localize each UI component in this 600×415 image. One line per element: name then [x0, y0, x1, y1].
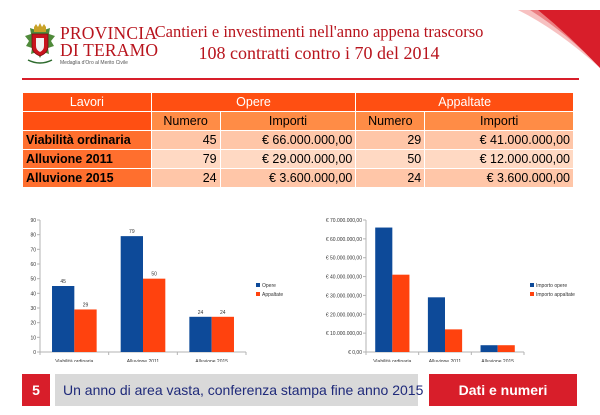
- data-label: 79: [129, 229, 135, 235]
- bar: [427, 297, 445, 352]
- opere-numero: 79: [150, 149, 221, 169]
- y-tick-label: 0: [33, 350, 36, 356]
- appaltate-numero: 29: [355, 130, 426, 150]
- table-header-row: Lavori Opere Appaltate: [22, 92, 574, 112]
- y-tick-label: € 30.000.000,00: [326, 293, 362, 299]
- table-row: Viabilità ordinaria 45 € 66.000.000,00 2…: [22, 130, 574, 150]
- y-tick-label: 60: [30, 262, 36, 268]
- header-divider: [22, 78, 579, 80]
- contracts-amount-chart: € 0,00 € 10.000.000,00 € 20.000.000,00 € 30…: [326, 218, 575, 362]
- logo-line-2: DI TERAMO: [60, 40, 159, 60]
- header-lavori: Lavori: [22, 92, 152, 112]
- corner-decoration: [518, 10, 600, 68]
- opere-importo: € 29.000.000,00: [219, 149, 357, 169]
- page-subtitle: 108 contratti contro i 70 del 2014: [198, 43, 440, 63]
- y-tick-label: € 0,00: [348, 350, 362, 356]
- data-label: 50: [151, 272, 157, 278]
- page-title: Cantieri e investimenti nell'anno appena…: [154, 22, 484, 41]
- legend-label: Importo opere: [536, 283, 567, 289]
- legend-label: Appaltate: [262, 292, 283, 298]
- x-tick-label: Alluvione 2015: [481, 359, 514, 362]
- legend-swatch: [530, 292, 534, 296]
- bar: [120, 236, 143, 352]
- y-tick-label: € 20.000.000,00: [326, 312, 362, 318]
- bar: [189, 316, 212, 352]
- appaltate-importo: € 3.600.000,00: [424, 168, 574, 188]
- y-tick-label: 10: [30, 335, 36, 341]
- coat-of-arms-icon: [25, 23, 55, 64]
- table-subheader-row: Numero Importi Numero Importi: [22, 111, 574, 131]
- legend-swatch: [256, 292, 260, 296]
- y-tick-label: € 50.000.000,00: [326, 256, 362, 262]
- bar: [143, 278, 166, 352]
- x-tick-label: Viabilità ordinaria: [55, 359, 93, 362]
- subheader-numero-opere: Numero: [150, 111, 221, 131]
- subheader-numero-appaltate: Numero: [355, 111, 426, 131]
- logo-motto: Medaglia d'Oro al Merito Civile: [60, 60, 128, 66]
- y-tick-label: 30: [30, 306, 36, 312]
- appaltate-importo: € 41.000.000,00: [424, 130, 574, 150]
- opere-numero: 45: [150, 130, 221, 150]
- bar: [392, 274, 410, 352]
- contracts-table: Lavori Opere Appaltate Numero Importi Nu…: [22, 92, 574, 188]
- header-appaltate: Appaltate: [355, 92, 574, 112]
- section-badge: Dati e numeri: [429, 374, 577, 406]
- y-tick-label: € 10.000.000,00: [326, 331, 362, 337]
- subheader-importi-opere: Importi: [219, 111, 357, 131]
- row-label: Viabilità ordinaria: [22, 130, 152, 150]
- logo-line-1: PROVINCIA: [60, 23, 158, 43]
- y-tick-label: 20: [30, 321, 36, 327]
- data-label: 45: [60, 279, 66, 285]
- y-tick-label: 80: [30, 233, 36, 239]
- legend-label: Importo appaltate: [536, 292, 575, 298]
- x-tick-label: Viabilità ordinaria: [373, 359, 411, 362]
- subheader-empty: [22, 111, 152, 131]
- x-tick-label: Alluvione 2011: [127, 359, 160, 362]
- contracts-count-chart: 0 10 20 30 40 50 60 70 80 90 45 29 Viabilità ordinar…: [30, 218, 283, 362]
- x-tick-label: Alluvione 2011: [429, 359, 462, 362]
- table-row: Alluvione 2015 24 € 3.600.000,00 24 € 3.…: [22, 168, 574, 188]
- y-tick-label: 40: [30, 291, 36, 297]
- bar: [445, 329, 463, 352]
- data-label: 29: [83, 302, 89, 308]
- row-label: Alluvione 2011: [22, 149, 152, 169]
- bar: [74, 309, 97, 352]
- footer-text: Un anno di area vasta, conferenza stampa…: [55, 374, 423, 406]
- row-label: Alluvione 2015: [22, 168, 152, 188]
- y-tick-label: € 40.000.000,00: [326, 275, 362, 281]
- bar: [211, 316, 234, 352]
- opere-importo: € 66.000.000,00: [219, 130, 357, 150]
- table-row: Alluvione 2011 79 € 29.000.000,00 50 € 1…: [22, 149, 574, 169]
- bar: [52, 286, 75, 352]
- data-label: 24: [220, 310, 226, 316]
- y-tick-label: 70: [30, 247, 36, 253]
- opere-numero: 24: [150, 168, 221, 188]
- y-tick-label: € 70.000.000,00: [326, 218, 362, 224]
- page-number: 5: [22, 374, 50, 406]
- x-tick-label: Alluvione 2015: [195, 359, 228, 362]
- y-tick-label: 90: [30, 218, 36, 224]
- appaltate-numero: 24: [355, 168, 426, 188]
- subheader-importi-appaltate: Importi: [424, 111, 574, 131]
- appaltate-importo: € 12.000.000,00: [424, 149, 574, 169]
- province-logo: PROVINCIA DI TERAMO Medaglia d'Oro al Me…: [22, 22, 167, 68]
- appaltate-numero: 50: [355, 149, 426, 169]
- legend-swatch: [530, 283, 534, 287]
- legend-swatch: [256, 283, 260, 287]
- y-tick-label: 50: [30, 277, 36, 283]
- bar: [497, 345, 515, 352]
- data-label: 24: [198, 310, 204, 316]
- legend-label: Opere: [262, 283, 276, 289]
- bar: [480, 345, 498, 352]
- y-tick-label: € 60.000.000,00: [326, 237, 362, 243]
- bar: [375, 227, 393, 352]
- header-opere: Opere: [150, 92, 357, 112]
- opere-importo: € 3.600.000,00: [219, 168, 357, 188]
